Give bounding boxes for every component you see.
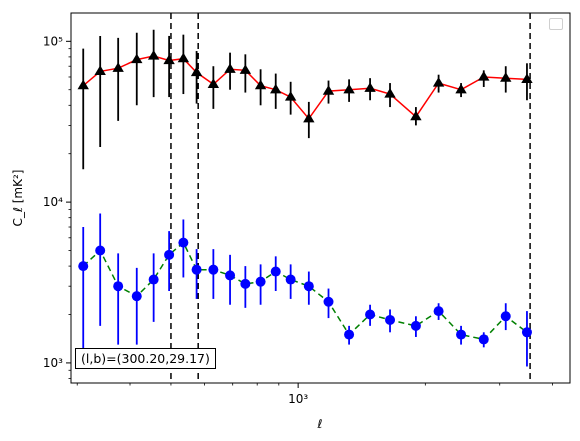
- data-point: [303, 281, 314, 292]
- data-point: [323, 296, 334, 307]
- y-tick-label: 10⁵: [43, 34, 63, 48]
- data-point: [255, 276, 266, 287]
- data-point: [177, 52, 190, 63]
- data-point: [254, 79, 267, 90]
- data-point: [322, 85, 335, 95]
- data-point: [77, 79, 89, 90]
- data-point: [113, 281, 124, 292]
- y-tick-label: 10³: [43, 356, 63, 370]
- data-point: [178, 237, 189, 248]
- data-point: [225, 270, 236, 281]
- data-point: [455, 83, 467, 94]
- data-point: [478, 70, 490, 81]
- data-point: [147, 50, 160, 60]
- data-point: [285, 274, 296, 285]
- data-point: [78, 261, 89, 272]
- data-point: [344, 329, 355, 340]
- y-axis-label: C_ℓ [mK²]: [11, 170, 25, 227]
- data-point: [521, 73, 533, 83]
- legend: [549, 18, 563, 30]
- x-axis-label: ℓ: [317, 417, 323, 431]
- data-point: [343, 83, 355, 94]
- data-point: [208, 264, 219, 275]
- x-tick-label: 10³: [288, 392, 308, 406]
- plot-frame: [70, 12, 571, 384]
- data-point: [95, 245, 106, 256]
- data-point: [148, 274, 159, 285]
- data-point: [164, 249, 175, 260]
- y-tick-label: 10⁴: [43, 195, 63, 209]
- data-point: [364, 82, 376, 92]
- data-point: [456, 329, 467, 340]
- data-point: [112, 62, 124, 72]
- data-point: [191, 264, 202, 275]
- data-point: [224, 63, 236, 73]
- data-point: [432, 77, 445, 87]
- data-point: [163, 54, 175, 65]
- data-point: [239, 64, 252, 74]
- coordinate-annotation: (l,b)=(300.20,29.17): [75, 348, 216, 369]
- data-point: [303, 112, 315, 123]
- data-point: [385, 314, 396, 325]
- data-point: [500, 311, 511, 322]
- data-point: [190, 66, 203, 77]
- data-point: [500, 72, 512, 82]
- data-point: [131, 291, 142, 302]
- data-point: [270, 83, 282, 94]
- data-point: [365, 309, 376, 320]
- data-point: [433, 306, 444, 317]
- data-point: [131, 53, 143, 64]
- data-point: [270, 266, 281, 277]
- data-point: [284, 91, 297, 101]
- data-point: [207, 78, 220, 88]
- data-point: [521, 327, 532, 338]
- data-point: [478, 334, 489, 345]
- data-point: [94, 65, 106, 75]
- data-point: [240, 278, 251, 289]
- data-point: [410, 320, 421, 331]
- data-point: [384, 88, 396, 98]
- data-point: [410, 110, 422, 121]
